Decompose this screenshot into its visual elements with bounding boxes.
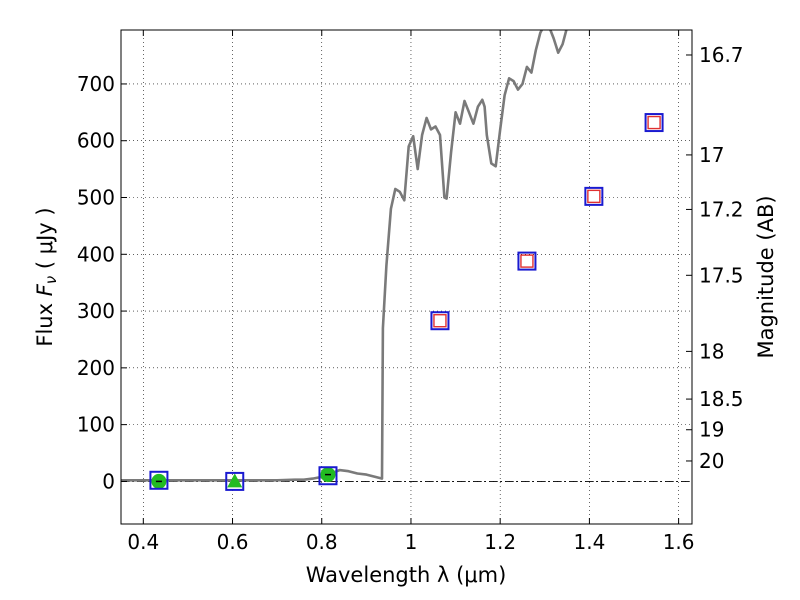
x-tick-label: 1 <box>405 530 418 554</box>
plot-frame <box>120 29 693 525</box>
upper-limit-point <box>433 314 447 328</box>
y-tick-label: 300 <box>77 299 115 323</box>
model-photometry-point <box>318 466 338 486</box>
y-tick-label: 0 <box>102 469 115 493</box>
right-tick-label: 20 <box>699 449 724 473</box>
y-tick-label: 600 <box>77 129 115 153</box>
data-points <box>149 113 664 491</box>
y-axis-ticks: 0 100 200 300 400 500 600 700 <box>77 72 127 493</box>
upper-limit-point <box>587 189 601 204</box>
model-photometry-point <box>644 113 664 133</box>
right-tick-label: 17 <box>699 143 724 167</box>
y-tick-label: 200 <box>77 356 115 380</box>
right-tick-label: 17.5 <box>699 263 744 287</box>
right-tick-label: 17.2 <box>699 197 744 221</box>
right-tick-label: 19 <box>699 418 724 442</box>
y-tick-label: 400 <box>77 242 115 266</box>
model-photometry-point <box>149 470 169 490</box>
upper-limit-point <box>647 115 661 130</box>
upper-limit-point <box>520 254 534 268</box>
x-tick-label: 1.2 <box>484 530 516 554</box>
model-photometry-point <box>430 311 450 331</box>
y-axis-label: Flux Fν ( μJy ) <box>33 207 60 346</box>
x-tick-label: 1.4 <box>573 530 605 554</box>
x-tick-label: 1.6 <box>663 530 695 554</box>
x-tick-label: 0.6 <box>217 530 249 554</box>
right-tick-label: 16.7 <box>699 43 744 67</box>
x-axis-ticks: 0.4 0.6 0.8 1 1.2 1.4 1.6 <box>127 30 695 554</box>
model-photometry-point <box>225 471 245 491</box>
x-axis-label: Wavelength λ (μm) <box>306 563 507 587</box>
right-tick-label: 18.5 <box>699 387 744 411</box>
model-spectrum-line <box>121 30 568 482</box>
y-tick-label: 700 <box>77 72 115 96</box>
observed-point <box>227 473 243 488</box>
right-axis-ticks: 16.7 17 17.2 17.5 18 18.5 19 20 <box>686 43 744 473</box>
y-tick-label: 100 <box>77 413 115 437</box>
right-tick-label: 18 <box>699 339 724 363</box>
model-photometry-point <box>584 186 604 206</box>
x-tick-label: 0.8 <box>306 530 338 554</box>
right-axis-label: Magnitude (AB) <box>754 195 778 358</box>
plot-area <box>121 30 692 491</box>
model-photometry-point <box>517 251 537 271</box>
x-tick-label: 0.4 <box>127 530 159 554</box>
y-tick-label: 500 <box>77 186 115 210</box>
